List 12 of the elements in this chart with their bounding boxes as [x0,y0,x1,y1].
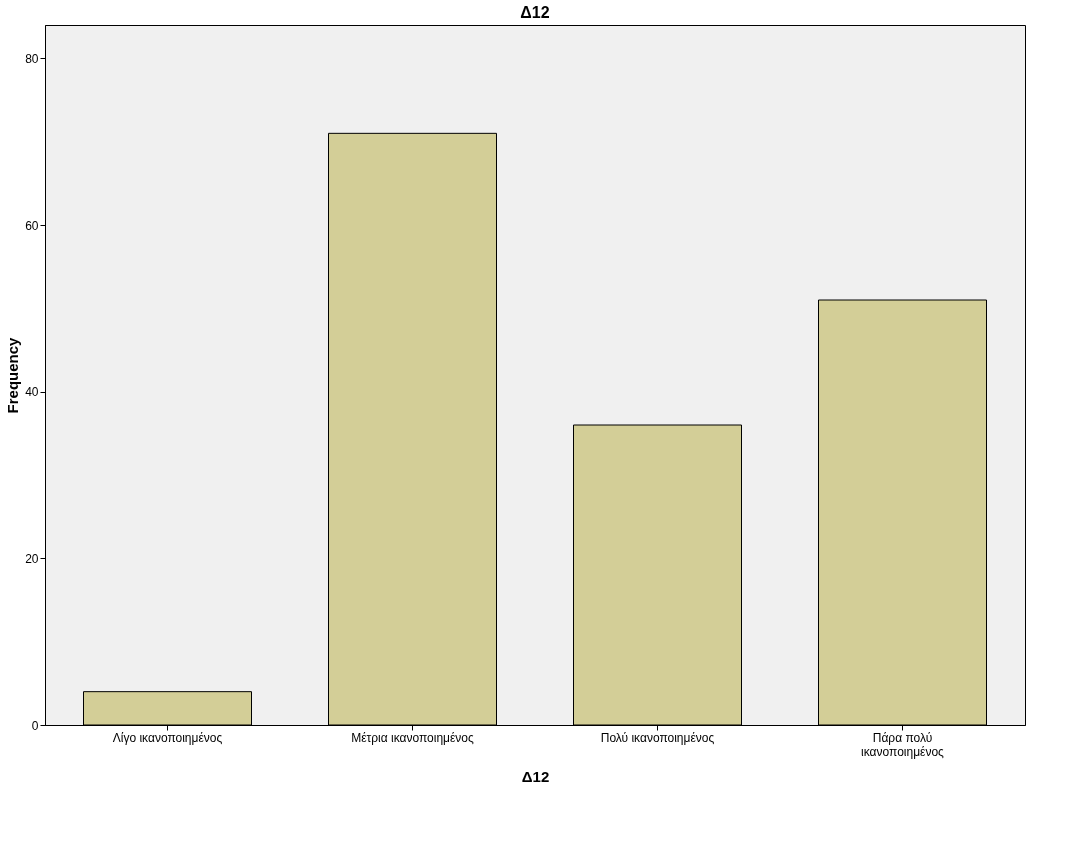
x-tick-label: Λίγο ικανοποιημένος [112,730,223,745]
y-tick-label: 0 [31,718,39,733]
x-tick-label: Πάρα πολύ ικανοποιημένος [861,730,945,759]
x-tick-label: Μέτρια ικανοποιημένος [351,730,475,745]
x-axis-title: Δ12 [521,767,550,785]
y-tick-label: 40 [25,385,39,400]
chart-title: Δ12 [520,4,550,21]
y-tick-label: 80 [25,51,39,66]
x-tick-label: Πολύ ικανοποιημένος [600,730,715,745]
y-tick-label: 20 [25,551,39,566]
y-axis-title: Frequency [4,336,22,414]
y-tick-label: 60 [25,218,39,233]
